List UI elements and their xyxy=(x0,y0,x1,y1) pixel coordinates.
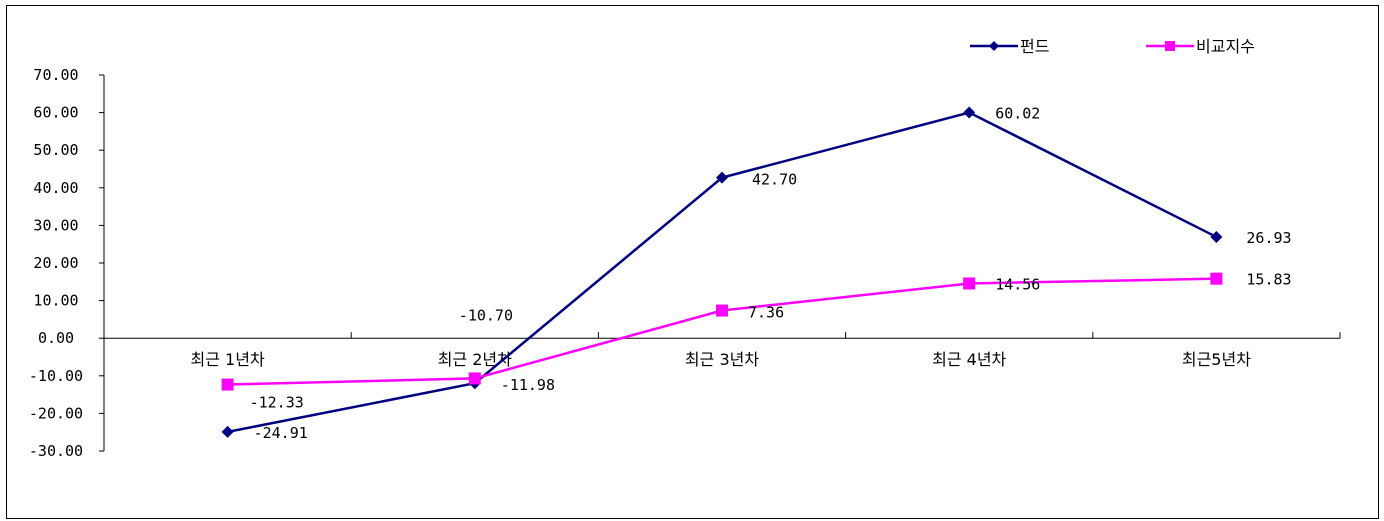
chart-frame xyxy=(6,5,1379,519)
data-label: 42.70 xyxy=(752,171,797,189)
legend-label: 펀드 xyxy=(1020,37,1049,56)
legend-square-marker xyxy=(1165,41,1175,51)
series-lines xyxy=(227,111,1217,434)
x-category-label: 최근 1년차 xyxy=(191,350,265,369)
axes xyxy=(99,74,1341,452)
legend: 펀드 비교지수 xyxy=(970,37,1255,56)
data-label: -24.91 xyxy=(254,424,308,442)
series-line-fund xyxy=(227,111,1217,434)
data-label: 15.83 xyxy=(1246,271,1291,289)
x-category-label: 최근 3년차 xyxy=(685,350,759,369)
x-category-label: 최근5년차 xyxy=(1182,350,1251,369)
series-markers xyxy=(221,106,1223,438)
index-point-marker xyxy=(221,378,234,391)
index-point-marker xyxy=(1210,272,1223,285)
data-label: -10.70 xyxy=(459,306,513,324)
y-tick-label: 60.00 xyxy=(33,104,78,122)
y-tick-label: 0.00 xyxy=(38,329,74,347)
y-tick-label: 30.00 xyxy=(33,216,78,234)
data-labels: -24.91 -11.98 42.70 60.02 26.93 -12.33 -10.70 7… xyxy=(250,105,1292,442)
category-labels: 최근 1년차 최근 2년차 최근 3년차 최근 4년차 최근5년차 xyxy=(191,350,1252,369)
y-tick-labels: 70.00 60.00 50.00 40.00 30.00 20.00 10.00 0.00 -… xyxy=(29,66,83,460)
data-label: 7.36 xyxy=(748,304,784,322)
data-label: 14.56 xyxy=(995,275,1040,293)
data-label: -12.33 xyxy=(250,394,304,412)
fund-point-marker xyxy=(963,106,976,119)
data-label: 60.02 xyxy=(995,105,1040,123)
fund-point-marker xyxy=(1210,230,1223,243)
y-tick-label: 70.00 xyxy=(33,66,78,84)
y-tick-label: 20.00 xyxy=(33,254,78,272)
y-tick-label: 10.00 xyxy=(33,292,78,310)
x-category-label: 최근 2년차 xyxy=(438,350,512,369)
fund-point-marker xyxy=(221,425,234,438)
data-label: 26.93 xyxy=(1246,229,1291,247)
x-category-label: 최근 4년차 xyxy=(932,350,1006,369)
y-tick-label: -30.00 xyxy=(29,442,83,460)
y-tick-label: 50.00 xyxy=(33,141,78,159)
y-tick-label: -10.00 xyxy=(29,367,83,385)
fund-point-marker xyxy=(716,171,728,184)
data-label: -11.98 xyxy=(501,376,555,394)
legend-diamond-marker xyxy=(989,41,999,51)
y-tick-label: 40.00 xyxy=(33,179,78,197)
index-point-marker xyxy=(716,304,728,317)
legend-label: 비교지수 xyxy=(1196,37,1255,56)
y-tick-label: -20.00 xyxy=(29,404,83,422)
index-point-marker xyxy=(963,277,976,290)
index-point-marker xyxy=(468,372,481,385)
